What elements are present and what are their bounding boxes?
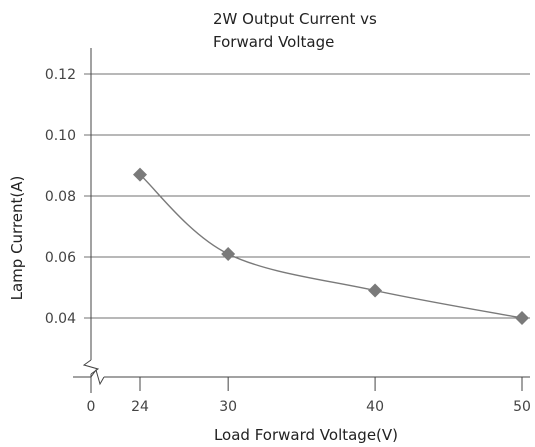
x-tick-label: 30 (219, 399, 237, 415)
y-tick-label: 0.04 (45, 311, 76, 327)
x-axis-label: Load Forward Voltage(V) (214, 426, 398, 444)
chart-title-line-2: Forward Voltage (213, 33, 334, 51)
data-point (133, 167, 147, 182)
axes (73, 48, 530, 393)
data-point (368, 283, 383, 298)
y-axis-label: Lamp Current(A) (8, 176, 26, 301)
y-axis-break (82, 359, 100, 375)
chart-title-line-1: 2W Output Current vs (213, 10, 377, 28)
y-tick-label: 0.08 (45, 189, 76, 205)
series-line-0 (139, 174, 523, 319)
data-point (221, 246, 236, 261)
y-tick-label: 0.06 (45, 250, 76, 266)
y-tick-labels: 0.04 0.06 0.08 0.10 0.12 (45, 67, 76, 327)
x-tick-label: 40 (366, 399, 384, 415)
x-axis-break (90, 368, 105, 386)
series (133, 167, 529, 325)
grid (84, 73, 530, 319)
y-tick-label: 0.12 (45, 67, 76, 83)
data-point (515, 311, 529, 325)
x-tick-labels: 0 24 30 40 50 (87, 377, 531, 415)
x-tick-label: 0 (87, 399, 96, 415)
x-tick-label: 24 (131, 399, 149, 415)
x-tick-label: 50 (513, 399, 531, 415)
y-tick-label: 0.10 (45, 128, 76, 144)
